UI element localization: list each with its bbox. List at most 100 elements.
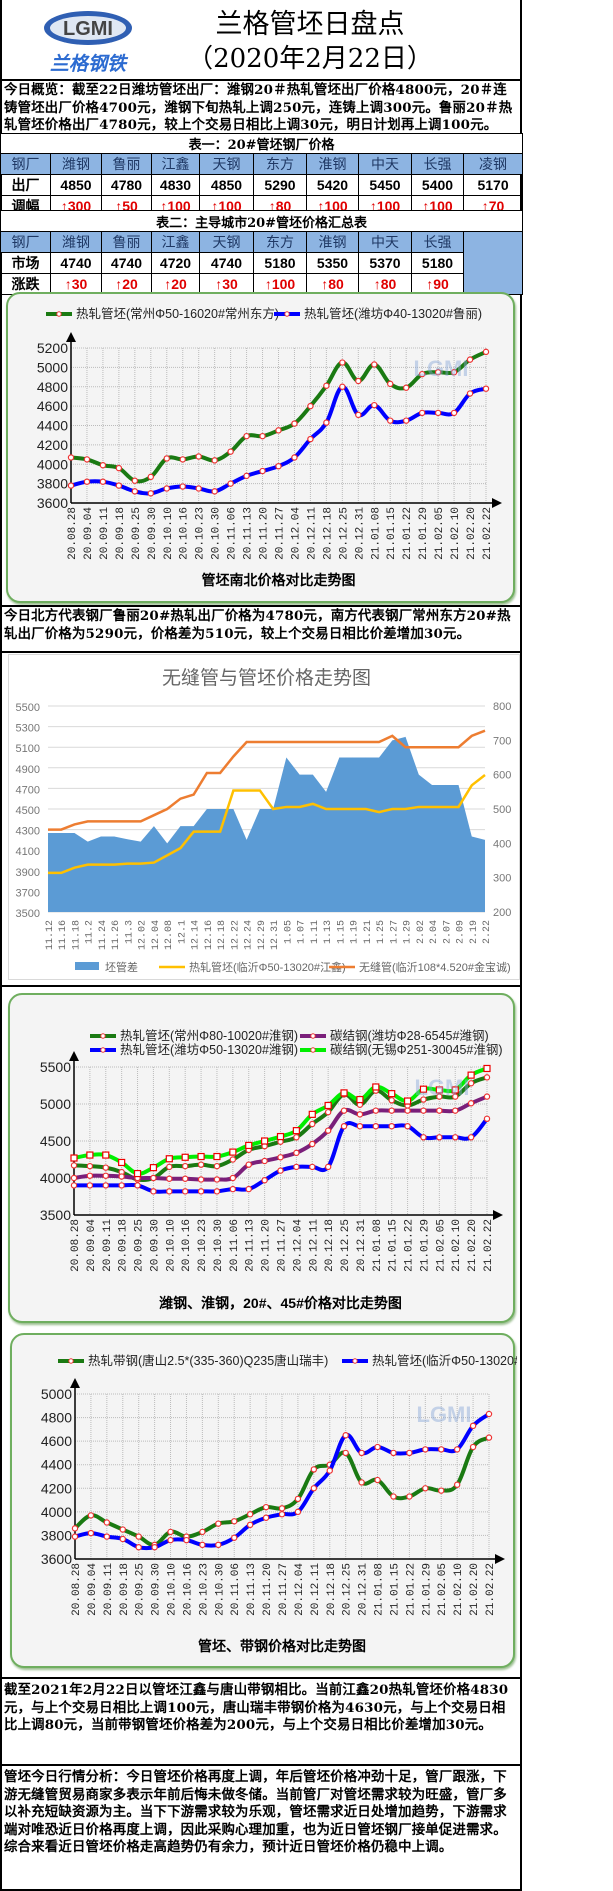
data-point xyxy=(133,1169,142,1178)
watermark-logo: LGMI xyxy=(414,356,469,381)
x-tick-label: 20.10.30 xyxy=(211,507,223,560)
x-tick-label: 20.09.11 xyxy=(99,507,111,560)
x-tick-label: 21.02.10 xyxy=(451,1219,463,1272)
data-point xyxy=(166,1163,173,1171)
legend-marker xyxy=(100,1033,106,1039)
table1-header-cell: 鲁丽 xyxy=(101,153,152,175)
x-tick-label: 21.02.20 xyxy=(467,1219,479,1272)
divider xyxy=(0,1677,522,1679)
x-tick-label: 20.08.28 xyxy=(71,1563,83,1616)
data-point xyxy=(134,1182,141,1189)
x-tick-label: 20.12.31 xyxy=(358,1563,370,1616)
table2-header-cell: 长强 xyxy=(411,231,464,253)
x-tick-label: 21.02.10 xyxy=(453,1563,465,1616)
data-point xyxy=(199,1541,206,1549)
data-point xyxy=(166,1188,173,1195)
data-point xyxy=(147,473,155,481)
data-point xyxy=(387,417,394,424)
data-point xyxy=(227,480,234,487)
y-tick-label: 5000 xyxy=(40,1096,71,1112)
data-point xyxy=(131,477,139,484)
y-tick-label: 4400 xyxy=(41,1457,72,1473)
x-tick-label: 21.01.08 xyxy=(370,507,382,560)
data-point xyxy=(262,1503,270,1511)
x-tick-label: 21.01.22 xyxy=(404,1219,416,1272)
legend-label: 热轧管坯(潍坊Φ40-13020#鲁丽) xyxy=(304,306,482,321)
data-point xyxy=(243,432,250,440)
table2-header-cell: 潍钢 xyxy=(50,231,102,253)
x-tick-label: 1.05 xyxy=(283,920,294,944)
data-point xyxy=(418,409,426,417)
x-tick-label: 2.22 xyxy=(482,920,493,944)
data-point xyxy=(179,456,186,463)
data-point xyxy=(469,1443,477,1451)
x-tick-label: 20.10.16 xyxy=(181,1219,193,1272)
data-point xyxy=(294,1508,302,1516)
chart-north-south: 管坯南北价格对比走势图 3600 3800 4000 4200 4400 4600 4800 5… xyxy=(6,292,515,603)
x-tick-label: 20.09.30 xyxy=(147,507,159,560)
data-point xyxy=(118,1158,126,1167)
x-tick-label: 20.09.30 xyxy=(149,1219,161,1272)
data-point xyxy=(388,1107,395,1114)
y-tick-label: 5100 xyxy=(16,743,40,755)
data-point xyxy=(67,482,75,489)
legend-marker xyxy=(100,1047,106,1053)
city-price-table: 表二：主导城市20#管坯价格汇总表 钢厂 潍钢 鲁丽 江鑫 天钢 东方 淮钢 中天 长强 市场 4… xyxy=(0,210,524,295)
table1-header-cell: 凌钢 xyxy=(462,153,524,175)
logo-graphic: LGMI 兰格钢铁 xyxy=(44,11,132,75)
y-tick-label: 5500 xyxy=(40,1059,71,1075)
data-point xyxy=(197,1161,205,1168)
data-point xyxy=(434,369,442,376)
x-tick-label: 21.01.08 xyxy=(372,1219,384,1272)
data-point xyxy=(183,1536,190,1544)
data-point xyxy=(483,1074,491,1081)
data-point xyxy=(355,411,362,419)
table2-header-label: 钢厂 xyxy=(0,231,51,253)
data-point xyxy=(435,1086,443,1094)
data-point xyxy=(166,1175,173,1182)
x-tick-label: 2.19 xyxy=(469,920,480,944)
x-tick-label: 20.09.18 xyxy=(119,1563,131,1616)
data-point xyxy=(310,1485,318,1492)
x-tick-label: 1.29 xyxy=(403,920,414,944)
data-point xyxy=(467,1071,475,1079)
table1-price-cell: 5170 xyxy=(462,174,524,196)
x-tick-label: 20.09.18 xyxy=(118,1219,130,1272)
data-point xyxy=(450,409,458,417)
legend-marker xyxy=(310,1047,316,1053)
y-tick-label: 4900 xyxy=(16,764,40,776)
table1-title: 表一：20#管坯钢厂价格 xyxy=(0,133,524,154)
data-point xyxy=(324,1108,332,1116)
x-tick-label: 20.12.04 xyxy=(290,507,302,560)
y-axis-arrow-icon xyxy=(69,1051,79,1061)
data-point xyxy=(402,384,410,391)
x-tick-label: 20.09.25 xyxy=(131,507,143,560)
y2-tick-label: 500 xyxy=(493,804,511,816)
data-point xyxy=(356,1111,364,1118)
x-tick-label: 20.11.27 xyxy=(278,1563,290,1616)
data-point xyxy=(197,1188,205,1195)
x-tick-label: 20.10.23 xyxy=(197,1219,209,1272)
x-tick-label: 20.10.23 xyxy=(198,1563,210,1616)
x-tick-label: 20.12.04 xyxy=(292,1219,304,1272)
data-point xyxy=(211,488,218,495)
x-tick-label: 20.10.10 xyxy=(165,1219,177,1272)
data-point xyxy=(438,1446,445,1453)
watermark-logo: LGMI xyxy=(415,1075,470,1100)
data-point xyxy=(197,1176,205,1183)
data-point xyxy=(102,1182,109,1189)
data-point xyxy=(450,369,458,376)
data-point xyxy=(422,1446,429,1453)
y-tick-label: 3500 xyxy=(40,1207,71,1223)
page-border-right xyxy=(520,0,522,1891)
legend-label: 无缝管(临沂108*4.520#金宝诚) xyxy=(359,960,511,974)
x-tick-label: 20.08.28 xyxy=(70,1219,82,1272)
legend-label: 热轧管坯(临沂Φ50-13020#江鑫) xyxy=(189,960,346,974)
data-point xyxy=(246,1521,254,1529)
blank-cell xyxy=(462,231,524,295)
data-point xyxy=(181,1175,189,1182)
data-point xyxy=(451,1086,459,1094)
table2-price-cell: 5370 xyxy=(358,252,412,274)
x-tick-label: 20.09.30 xyxy=(151,1563,163,1616)
data-point xyxy=(199,1528,206,1536)
